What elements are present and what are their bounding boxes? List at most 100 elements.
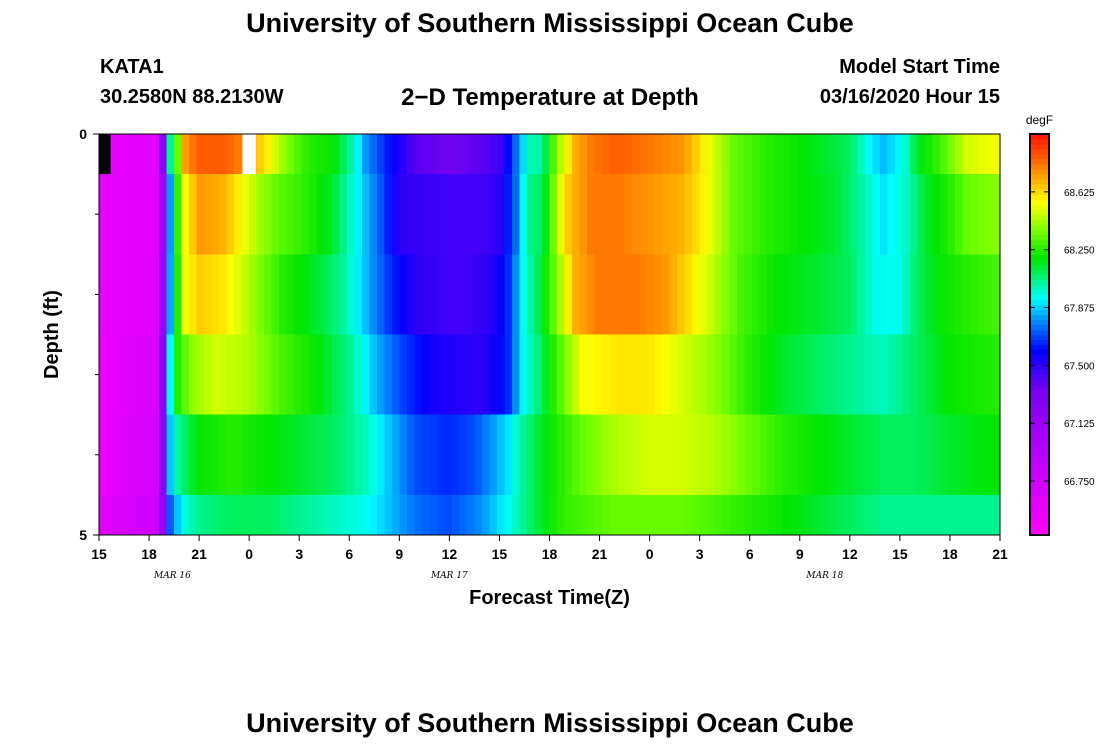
heatmap-cell: [196, 334, 205, 415]
heatmap-cell: [767, 494, 776, 535]
heatmap-cell: [602, 334, 611, 415]
x-tick-label: 3: [696, 546, 704, 562]
heatmap-cell: [564, 414, 573, 495]
heatmap-cell: [782, 414, 791, 495]
heatmap-cell: [729, 254, 738, 335]
heatmap-cell: [729, 494, 738, 535]
heatmap-cell: [864, 494, 873, 535]
heatmap-cell: [459, 134, 468, 175]
heatmap-cell: [947, 494, 956, 535]
heatmap-cell: [354, 334, 363, 415]
heatmap-cell: [384, 254, 393, 335]
heatmap-cell: [692, 134, 701, 175]
heatmap-cell: [774, 334, 783, 415]
heatmap-cell: [121, 174, 130, 255]
heatmap-cell: [744, 254, 753, 335]
heatmap-cell: [256, 134, 265, 175]
heatmap-cell: [834, 494, 843, 535]
colorbar-segment: [1030, 204, 1049, 210]
heatmap-cell: [144, 334, 153, 415]
colorbar-segment: [1030, 514, 1049, 521]
heatmap-cell: [894, 174, 903, 255]
heatmap-cell: [624, 134, 633, 175]
colorbar-segment: [1030, 209, 1049, 215]
heatmap-cell: [812, 494, 821, 535]
heatmap-cell: [369, 494, 378, 535]
heatmap-cell: [106, 174, 115, 255]
heatmap-cell: [819, 134, 828, 175]
x-tick-label: 12: [442, 546, 458, 562]
heatmap-cell: [744, 334, 753, 415]
heatmap-cell: [129, 494, 138, 535]
heatmap-cell: [549, 334, 558, 415]
heatmap-cell: [211, 494, 220, 535]
colorbar-tick-label: 68.625: [1064, 188, 1095, 199]
station-id: KATA1: [100, 56, 164, 78]
heatmap-cell: [211, 414, 220, 495]
heatmap-cell: [624, 254, 633, 335]
heatmap-cell: [707, 174, 716, 255]
heatmap-cell: [662, 174, 671, 255]
colorbar-segment: [1030, 399, 1049, 406]
heatmap-cell: [384, 414, 393, 495]
heatmap-cell: [429, 174, 438, 255]
heatmap-cell: [534, 254, 543, 335]
heatmap-cell: [451, 414, 460, 495]
y-axis-label: Depth (ft): [41, 290, 63, 379]
heatmap-cell: [511, 174, 521, 255]
heatmap-cell: [774, 414, 783, 495]
heatmap-cell: [369, 134, 378, 175]
heatmap-cell: [737, 254, 746, 335]
heatmap-cell: [114, 134, 123, 175]
heatmap-cell: [444, 254, 453, 335]
heatmap-cell: [714, 174, 723, 255]
heatmap-cell: [271, 254, 280, 335]
colorbar-segment: [1030, 529, 1049, 536]
heatmap-cell: [639, 134, 648, 175]
heatmap-cell: [436, 254, 445, 335]
heatmap-cell: [932, 254, 941, 335]
heatmap-cell: [722, 134, 731, 175]
heatmap-cell: [714, 254, 723, 335]
heatmap-cell: [286, 254, 295, 335]
heatmap-cell: [992, 414, 1001, 495]
colorbar-segment: [1030, 259, 1049, 265]
heatmap-cell: [774, 494, 783, 535]
heatmap-cell: [669, 174, 678, 255]
heatmap-cell: [234, 174, 243, 255]
heatmap-cell: [271, 414, 280, 495]
heatmap-cell: [159, 174, 168, 255]
heatmap-cell: [541, 494, 551, 535]
heatmap-cell: [429, 334, 438, 415]
heatmap-cell: [849, 134, 858, 175]
heatmap-cell: [226, 494, 235, 535]
heatmap-cell: [729, 334, 738, 415]
heatmap-cell: [939, 254, 949, 335]
heatmap-cell: [564, 134, 573, 175]
heatmap-cell: [166, 174, 175, 255]
heatmap-cell: [316, 334, 325, 415]
heatmap-cell: [939, 334, 949, 415]
heatmap-cell: [609, 414, 618, 495]
x-tick-label: 0: [245, 546, 253, 562]
heatmap-cell: [151, 134, 160, 175]
heatmap-cell: [707, 134, 716, 175]
x-tick-label: 18: [542, 546, 558, 562]
heatmap-cell: [361, 174, 370, 255]
heatmap-cell: [789, 254, 798, 335]
heatmap-cell: [526, 174, 536, 255]
heatmap-cell: [519, 334, 528, 415]
heatmap-cell: [707, 254, 716, 335]
heatmap-cell: [902, 174, 911, 255]
heatmap-cell: [872, 134, 881, 175]
heatmap-cell: [804, 254, 813, 335]
colorbar-segment: [1030, 149, 1049, 155]
heatmap-cell: [421, 134, 430, 175]
heatmap-cell: [684, 414, 693, 495]
heatmap-cell: [842, 134, 851, 175]
colorbar-segment: [1030, 524, 1049, 531]
heatmap-cell: [992, 494, 1001, 535]
heatmap-cell: [384, 134, 393, 175]
heatmap-cell: [234, 494, 243, 535]
heatmap-cell: [639, 254, 648, 335]
